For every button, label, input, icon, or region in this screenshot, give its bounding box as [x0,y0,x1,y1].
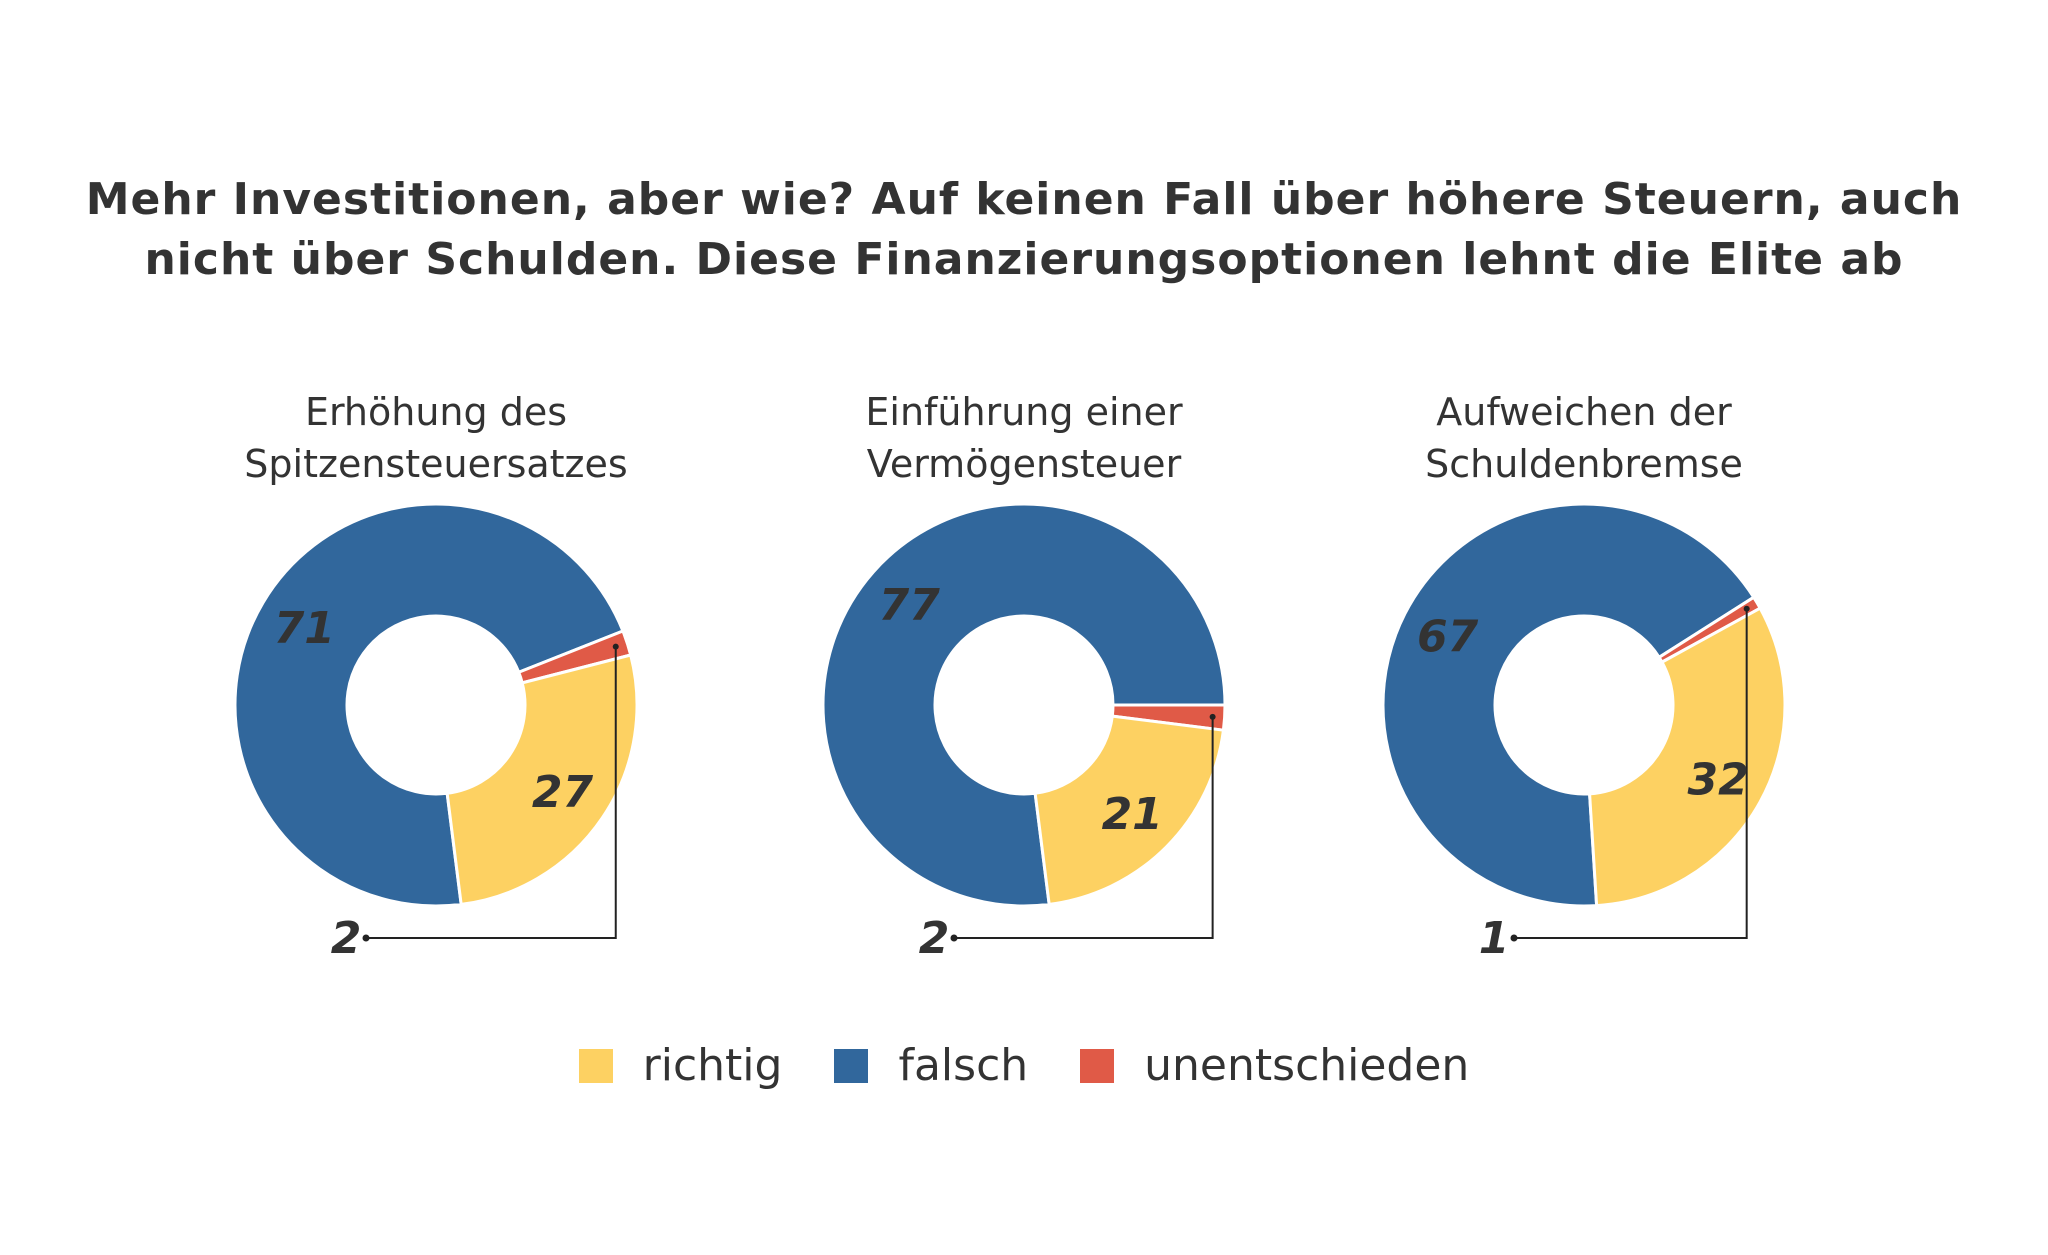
donut-1-slice-richtig [445,653,639,906]
donut-1-label-richtig: 27 [532,767,594,818]
donut-3-callout-line [1514,608,1748,939]
legend-swatch-richtig [578,1048,613,1083]
donut-1-callout-line [366,646,617,939]
legend-item-falsch: falsch [834,1040,1028,1091]
donut-1-label-unentschieden: 2 [331,913,362,964]
legend-swatch-unentschieden [1080,1048,1115,1083]
donut-2-title-line-1: Einführung einer [865,390,1183,434]
donut-2-label-richtig: 21 [1102,789,1163,840]
legend-label-falsch: falsch [898,1040,1029,1091]
donut-1-title-line-1: Erhöhung des [305,390,567,434]
donut-3-title-line-2: Schuldenbremse [1425,442,1743,486]
donut-2-title-line-2: Vermögensteuer [867,442,1182,486]
donut-2-slice-falsch [821,502,1227,908]
donut-1-callout-dot-outer [362,934,370,942]
legend-item-richtig: richtig [578,1040,783,1091]
donut-2-label-unentschieden: 2 [919,913,950,964]
donut-2-slice-richtig [1033,714,1225,906]
chart-title-line-2: nicht über Schulden. Diese Finanzierungs… [144,234,1904,285]
chart-title: Mehr Investitionen, aber wie? Auf keinen… [0,170,2048,290]
chart-title-line-1: Mehr Investitionen, aber wie? Auf keinen… [85,174,1963,225]
donut-3-title-line-1: Aufweichen der [1436,390,1732,434]
donut-2-label-falsch: 77 [879,580,941,631]
donut-3-label-unentschieden: 1 [1479,913,1510,964]
donut-1-title-line-2: Spitzensteuersatzes [244,442,627,486]
legend-item-unentschieden: unentschieden [1080,1040,1469,1091]
donut-3-callout-dot-outer [1510,934,1518,942]
donut-2-callout-dot-outer [950,934,958,942]
donut-3-slice-richtig [1588,606,1787,908]
donut-3-slice-falsch [1381,502,1756,908]
legend-swatch-falsch [834,1048,869,1083]
legend: richtig falsch unentschieden [0,1040,2048,1091]
legend-label-unentschieden: unentschieden [1144,1040,1470,1091]
donut-1-slice-falsch [233,502,625,908]
donut-3-label-falsch: 67 [1417,612,1479,663]
legend-label-richtig: richtig [642,1040,783,1091]
donut-1-label-falsch: 71 [274,603,335,654]
donut-2-callout-line [954,716,1214,939]
donut-3-label-richtig: 32 [1687,755,1748,806]
